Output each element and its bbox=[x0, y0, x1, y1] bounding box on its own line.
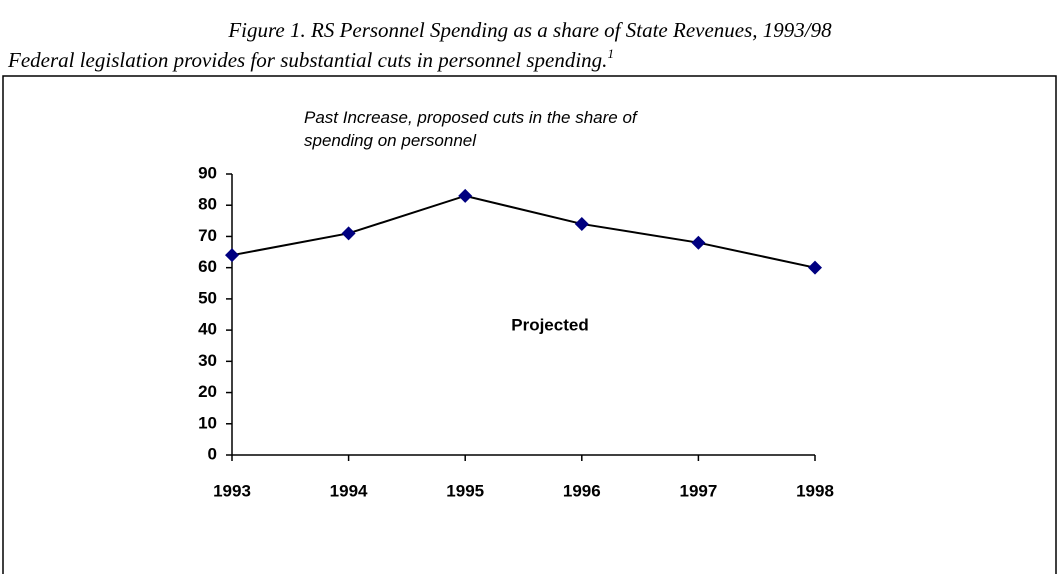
data-point bbox=[341, 226, 356, 241]
y-tick-label: 90 bbox=[198, 163, 217, 182]
y-tick-label: 60 bbox=[198, 257, 217, 276]
data-point bbox=[458, 188, 473, 203]
footnote-marker: 1 bbox=[607, 46, 614, 61]
x-tick-label: 1998 bbox=[796, 481, 834, 500]
x-tick-label: 1994 bbox=[330, 481, 368, 500]
y-tick-label: 70 bbox=[198, 226, 217, 245]
data-line bbox=[231, 194, 816, 269]
frame bbox=[2, 75, 1057, 574]
y-tick-label: 10 bbox=[198, 413, 217, 432]
figure-title: Figure 1. RS Personnel Spending as a sha… bbox=[227, 18, 832, 42]
x-tick-label: 1995 bbox=[446, 481, 484, 500]
y-tick-label: 80 bbox=[198, 195, 217, 214]
data-point bbox=[574, 216, 589, 231]
data-point bbox=[808, 260, 822, 275]
y-tick-label: 20 bbox=[198, 382, 217, 401]
caption-text: Federal legislation provides for substan… bbox=[7, 48, 607, 72]
y-tick-label: 0 bbox=[208, 444, 217, 463]
data-point bbox=[691, 235, 706, 250]
figure-caption: Federal legislation provides for substan… bbox=[7, 46, 614, 72]
y-tick-label: 40 bbox=[198, 320, 217, 339]
data-point bbox=[225, 248, 239, 263]
x-tick-label: 1993 bbox=[213, 481, 251, 500]
x-tick-label: 1997 bbox=[679, 481, 717, 500]
y-tick-label: 30 bbox=[198, 351, 217, 370]
annotation: Projected bbox=[511, 315, 588, 334]
chart-subtitle: spending on personnel bbox=[304, 131, 477, 150]
x-tick-label: 1996 bbox=[563, 481, 601, 500]
y-tick-label: 50 bbox=[198, 288, 217, 307]
chart-subtitle: Past Increase, proposed cuts in the shar… bbox=[304, 108, 639, 127]
